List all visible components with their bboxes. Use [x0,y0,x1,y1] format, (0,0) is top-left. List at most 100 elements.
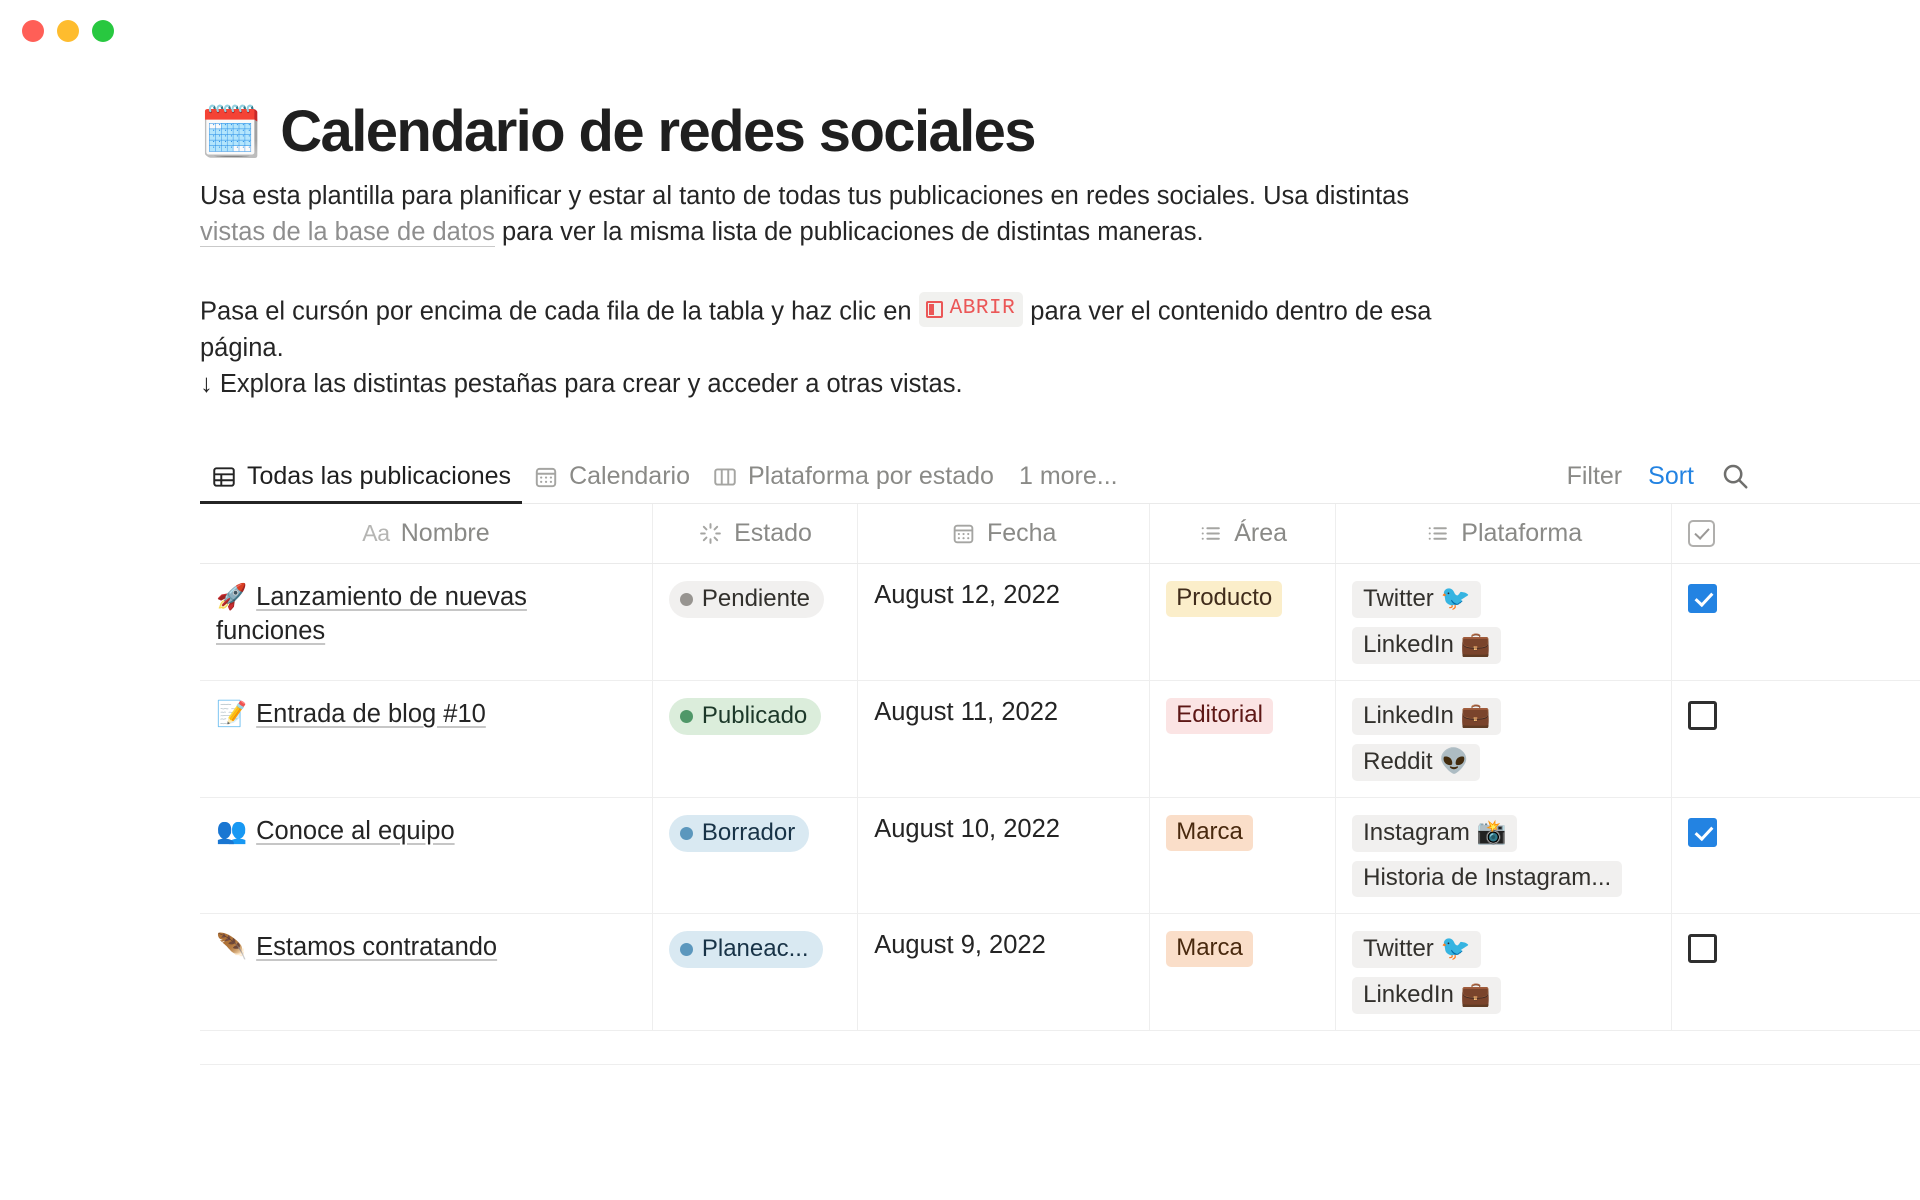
database-view-tabs: Todas las publicaciones Calen [200,452,1920,505]
window-titlebar [0,0,1920,62]
cell-fecha[interactable]: August 10, 2022 [858,798,1151,914]
row-emoji-icon: 🪶 [216,932,248,962]
sort-button[interactable]: Sort [1648,461,1694,490]
tab-plataforma-por-estado[interactable]: Plataforma por estado [701,462,1005,503]
publications-table: Aa Nombre Estado [200,504,1920,1066]
row-title-text: Entrada de blog #10 [256,700,486,729]
platform-chip: Reddit 👽 [1352,744,1481,782]
column-header-plataforma[interactable]: Plataforma [1336,504,1673,564]
cell-checkbox[interactable] [1672,798,1920,913]
platform-emoji-icon: 📸 [1476,818,1507,847]
cell-plataforma[interactable]: Twitter 🐦 LinkedIn 💼 [1336,914,1673,1031]
platform-emoji-icon: 💼 [1460,701,1491,730]
row-title[interactable]: 👥 Conoce al equipo [216,815,636,849]
cell-area[interactable]: Marca [1150,914,1337,1031]
row-title[interactable]: 📝 Entrada de blog #10 [216,698,636,732]
cell-area[interactable]: Marca [1150,798,1337,914]
date-value: August 12, 2022 [874,581,1060,610]
tabs-more-button[interactable]: 1 more... [1018,462,1118,491]
column-header-checkbox[interactable] [1672,504,1920,563]
cell-nombre[interactable]: 👥 Conoce al equipo [200,798,653,914]
table-row[interactable]: 👥 Conoce al equipo Borrador August 10, 2022… [200,798,1920,915]
column-header-area[interactable]: Área [1150,504,1337,564]
area-tag: Marca [1166,931,1253,968]
window-close-button[interactable] [22,20,44,42]
area-tag: Marca [1166,815,1253,852]
status-dot-icon [679,826,693,840]
calendar-icon [951,521,976,546]
checkbox-unchecked[interactable] [1688,701,1718,731]
cell-plataforma[interactable]: Instagram 📸 Historia de Instagram... [1336,798,1673,914]
column-header-nombre[interactable]: Aa Nombre [200,504,653,564]
cell-nombre[interactable]: 📝 Entrada de blog #10 [200,681,653,798]
cell-area[interactable]: Producto [1150,564,1337,681]
row-title-text: Lanzamiento de nuevas funciones [216,583,527,646]
platform-chip: Instagram 📸 [1352,815,1518,853]
cell-plataforma[interactable]: LinkedIn 💼 Reddit 👽 [1336,681,1673,798]
platform-chip: Twitter 🐦 [1352,581,1482,619]
cell-estado[interactable]: Borrador [653,798,859,914]
cell-checkbox[interactable] [1672,564,1920,680]
checkbox-checked[interactable] [1688,584,1718,614]
status-label: Pendiente [701,585,810,613]
column-header-estado[interactable]: Estado [653,504,859,564]
column-label: Área [1234,519,1288,548]
cell-fecha[interactable]: August 9, 2022 [858,914,1151,1031]
list-icon [1425,521,1450,546]
intro-p1-text-a: Usa esta plantilla para planificar y est… [200,181,1410,210]
cell-area[interactable]: Editorial [1150,681,1337,798]
list-icon [1198,521,1223,546]
intro-p1-text-b: para ver la misma lista de publicaciones… [494,218,1204,246]
cell-nombre[interactable]: 🚀 Lanzamiento de nuevas funciones [200,564,653,681]
tab-label: Plataforma por estado [747,462,994,491]
column-header-fecha[interactable]: Fecha [858,504,1151,564]
cell-nombre[interactable]: 🪶 Estamos contratando [200,914,653,1031]
tab-todas-las-publicaciones[interactable]: Todas las publicaciones [200,462,523,505]
intro-p2-text-b: para ver el contenido dentro de esa pági… [200,297,1432,362]
database-views-link[interactable]: vistas de la base de datos [200,218,495,247]
status-pill: Pendiente [668,581,824,619]
table-row[interactable]: 📝 Entrada de blog #10 Publicado August 11, … [200,681,1920,799]
platform-chip: LinkedIn 💼 [1352,698,1502,736]
area-tag: Editorial [1166,698,1273,735]
status-dot-icon [679,709,693,723]
abrir-code-chip[interactable]: ABRIR [918,292,1024,328]
platform-chip-list: Twitter 🐦 LinkedIn 💼 [1352,931,1655,1015]
table-row[interactable]: 🪶 Estamos contratando Planeac... August 9, … [200,914,1920,1032]
table-icon [211,464,237,490]
window-minimize-button[interactable] [57,20,79,42]
area-tag: Producto [1166,581,1283,618]
cell-fecha[interactable]: August 12, 2022 [858,564,1151,681]
status-pill: Planeac... [668,931,823,969]
window-zoom-button[interactable] [92,20,114,42]
intro-paragraph-2: Pasa el cursón por encima de cada fila d… [200,292,1445,402]
status-icon [698,521,723,546]
cell-estado[interactable]: Planeac... [653,914,859,1031]
filter-button[interactable]: Filter [1566,461,1623,490]
row-title[interactable]: 🚀 Lanzamiento de nuevas funciones [216,581,636,649]
checkbox-unchecked[interactable] [1688,934,1718,964]
checkbox-checked[interactable] [1688,818,1718,848]
cell-estado[interactable]: Publicado [653,681,859,798]
tab-calendario[interactable]: Calendario [522,462,701,503]
row-title-text: Estamos contratando [256,933,498,962]
calendar-emoji-icon: 🗓️ [200,102,263,161]
row-title[interactable]: 🪶 Estamos contratando [216,931,636,965]
row-title-text: Conoce al equipo [256,817,455,846]
search-icon[interactable] [1720,461,1750,491]
page-title: Calendario de redes sociales [280,99,1036,164]
abrir-label: ABRIR [949,297,1016,321]
cell-fecha[interactable]: August 11, 2022 [858,681,1151,798]
cell-checkbox[interactable] [1672,681,1920,797]
status-label: Publicado [701,702,808,730]
cell-plataforma[interactable]: Twitter 🐦 LinkedIn 💼 [1336,564,1673,681]
table-body: 🚀 Lanzamiento de nuevas funciones Pendient… [200,564,1920,1032]
intro-p2-text-a: Pasa el cursón por encima de cada fila d… [200,297,919,326]
table-row[interactable]: 🚀 Lanzamiento de nuevas funciones Pendient… [200,564,1920,682]
column-label: Nombre [400,519,490,548]
tab-label: Todas las publicaciones [247,462,512,491]
intro-paragraph-1: Usa esta plantilla para planificar y est… [200,178,1445,250]
cell-estado[interactable]: Pendiente [653,564,859,681]
cell-checkbox[interactable] [1672,914,1920,1030]
status-dot-icon [679,592,693,606]
